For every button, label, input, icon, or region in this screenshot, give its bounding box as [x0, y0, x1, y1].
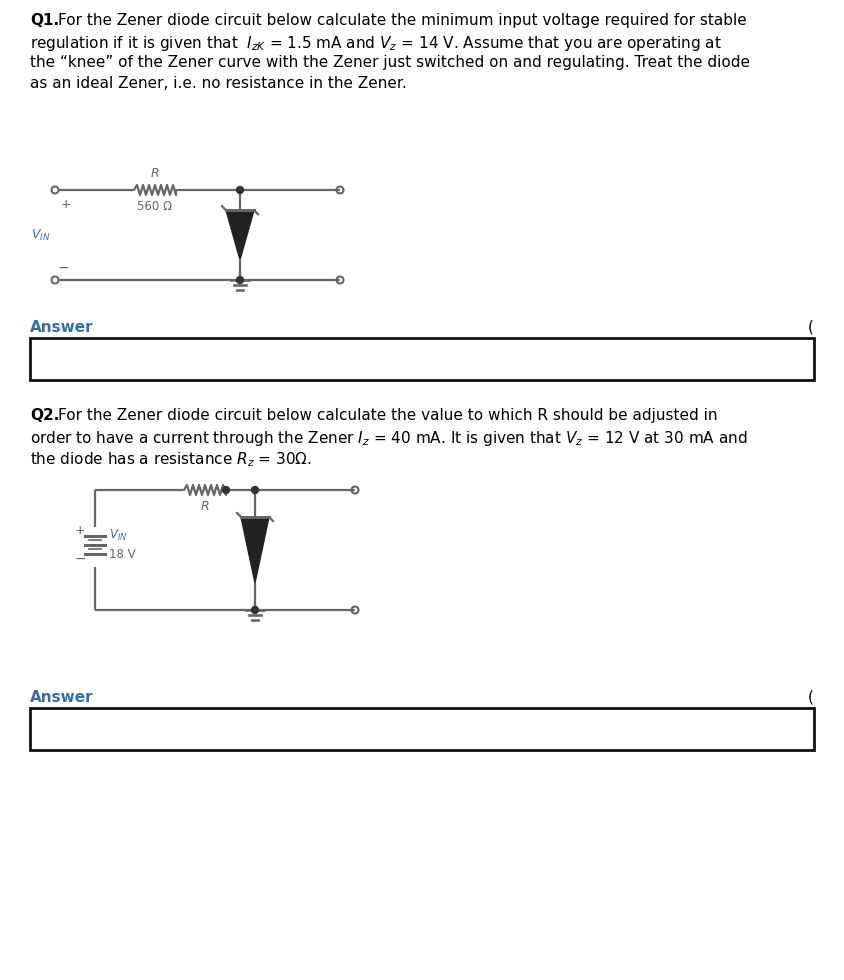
Polygon shape [241, 517, 269, 583]
Text: $V_{IN}$: $V_{IN}$ [109, 527, 127, 543]
Circle shape [236, 186, 244, 193]
Polygon shape [226, 211, 254, 260]
Text: order to have a current through the Zener $I_z$ = 40 mA. It is given that $V_z$ : order to have a current through the Zene… [30, 429, 748, 448]
Text: $V_{IN}$: $V_{IN}$ [30, 227, 50, 242]
Text: regulation if it is given that  $I_{zK}$ = 1.5 mA and $V_z$ = 14 V. Assume that : regulation if it is given that $I_{zK}$ … [30, 34, 722, 53]
Circle shape [252, 486, 258, 494]
Text: Answer: Answer [30, 690, 94, 705]
Text: −: − [74, 552, 86, 566]
Text: as an ideal Zener, i.e. no resistance in the Zener.: as an ideal Zener, i.e. no resistance in… [30, 76, 407, 91]
Text: Q2.: Q2. [30, 408, 59, 423]
Text: For the Zener diode circuit below calculate the minimum input voltage required f: For the Zener diode circuit below calcul… [58, 13, 747, 28]
Text: the diode has a resistance $R_z$ = 30Ω.: the diode has a resistance $R_z$ = 30Ω. [30, 450, 311, 468]
Text: (: ( [808, 690, 814, 705]
Text: Q1.: Q1. [30, 13, 59, 28]
Text: R: R [201, 500, 209, 513]
Text: the “knee” of the Zener curve with the Zener just switched on and regulating. Tr: the “knee” of the Zener curve with the Z… [30, 55, 750, 70]
Text: 18 V: 18 V [109, 549, 136, 562]
Text: +: + [74, 524, 85, 537]
Circle shape [252, 607, 258, 613]
Text: (: ( [808, 320, 814, 335]
Text: +: + [61, 198, 72, 211]
Circle shape [236, 276, 244, 283]
Text: Answer: Answer [30, 320, 94, 335]
FancyBboxPatch shape [30, 338, 814, 380]
Text: −: − [58, 261, 69, 275]
FancyBboxPatch shape [30, 708, 814, 750]
Text: R: R [151, 167, 160, 180]
Text: For the Zener diode circuit below calculate the value to which R should be adjus: For the Zener diode circuit below calcul… [58, 408, 717, 423]
Text: 560 Ω: 560 Ω [138, 200, 172, 213]
Circle shape [223, 486, 230, 494]
